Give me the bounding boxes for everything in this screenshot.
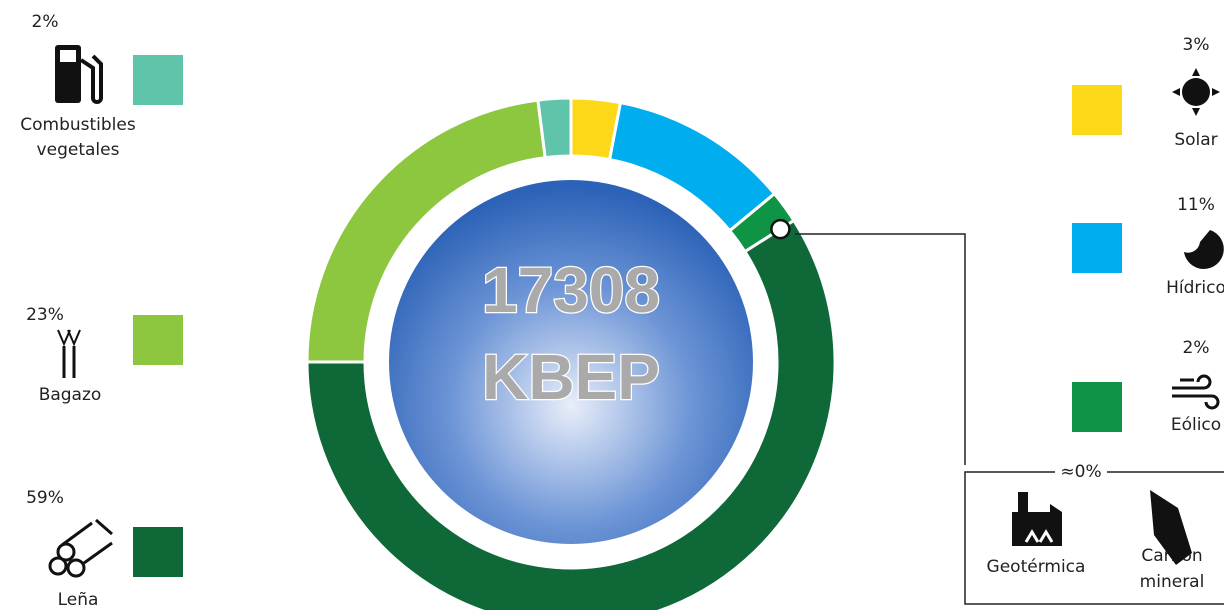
- near-zero-label: ≈0%: [1060, 462, 1101, 482]
- legend-label: Leña: [58, 590, 99, 610]
- value-label: 59%: [26, 488, 64, 508]
- center-disc: [389, 180, 753, 544]
- donut-segment: [305, 218, 837, 610]
- donut-segment: [536, 96, 573, 160]
- legend-swatch: [1072, 223, 1122, 273]
- icon-factory: [1012, 492, 1062, 546]
- icon-cane: [57, 329, 81, 378]
- near-zero-marker: [770, 218, 791, 240]
- legend-label: Combustibles vegetales: [20, 115, 136, 160]
- value-label: 23%: [26, 305, 64, 325]
- legend-swatch: [133, 315, 183, 365]
- value-label: 2%: [32, 12, 59, 32]
- total-unit: KBEP: [482, 341, 660, 413]
- total-value: 17308: [482, 254, 660, 326]
- legend-swatch: [133, 55, 183, 105]
- icon-logs: [48, 518, 113, 578]
- legend-label: Solar: [1174, 130, 1217, 150]
- legend-label: Bagazo: [39, 385, 102, 405]
- legend-swatch: [133, 527, 183, 577]
- leader-line: [795, 233, 966, 465]
- legend-label: Eólico: [1171, 415, 1221, 435]
- icon-fuel: [55, 45, 103, 104]
- icon-sun: [1172, 68, 1220, 116]
- legend-swatch: [1072, 382, 1122, 432]
- donut: [305, 96, 837, 610]
- legend-swatch: [1072, 85, 1122, 135]
- value-label: 2%: [1183, 338, 1210, 358]
- value-label: 11%: [1177, 195, 1215, 215]
- icon-water: [1184, 230, 1224, 270]
- icon-coal: [1150, 490, 1192, 565]
- value-label: 3%: [1183, 35, 1210, 55]
- legend-label: Geotérmica: [987, 557, 1086, 577]
- icon-wind: [1172, 374, 1220, 410]
- box-label-bg: [1055, 462, 1107, 480]
- legend-label: Hídrico: [1166, 278, 1224, 298]
